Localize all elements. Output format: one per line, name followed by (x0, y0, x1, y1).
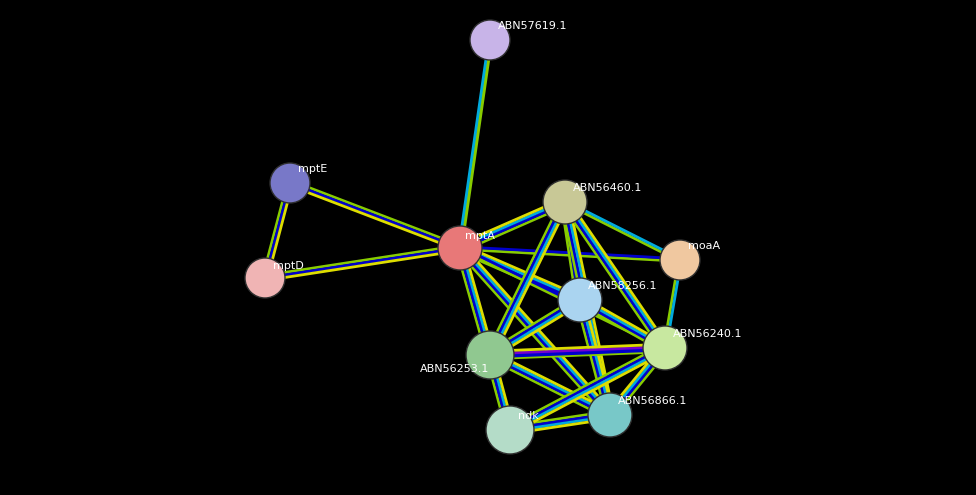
Text: mptE: mptE (298, 164, 327, 174)
Circle shape (270, 163, 310, 203)
Circle shape (438, 226, 482, 270)
Circle shape (588, 393, 632, 437)
Text: mptD: mptD (273, 261, 304, 271)
Text: ndk: ndk (518, 411, 539, 421)
Text: ABN57619.1: ABN57619.1 (498, 21, 567, 31)
Text: ABN56240.1: ABN56240.1 (673, 329, 743, 339)
Circle shape (466, 331, 514, 379)
Text: ABN56460.1: ABN56460.1 (573, 183, 642, 193)
Text: mptA: mptA (465, 231, 495, 241)
Text: ABN56866.1: ABN56866.1 (618, 396, 687, 406)
Circle shape (558, 278, 602, 322)
Text: ABN56253.1: ABN56253.1 (420, 364, 489, 374)
Circle shape (245, 258, 285, 298)
Text: ABN58256.1: ABN58256.1 (588, 281, 658, 291)
Text: moaA: moaA (688, 241, 720, 251)
Circle shape (470, 20, 510, 60)
Circle shape (486, 406, 534, 454)
Circle shape (543, 180, 587, 224)
Circle shape (643, 326, 687, 370)
Circle shape (660, 240, 700, 280)
